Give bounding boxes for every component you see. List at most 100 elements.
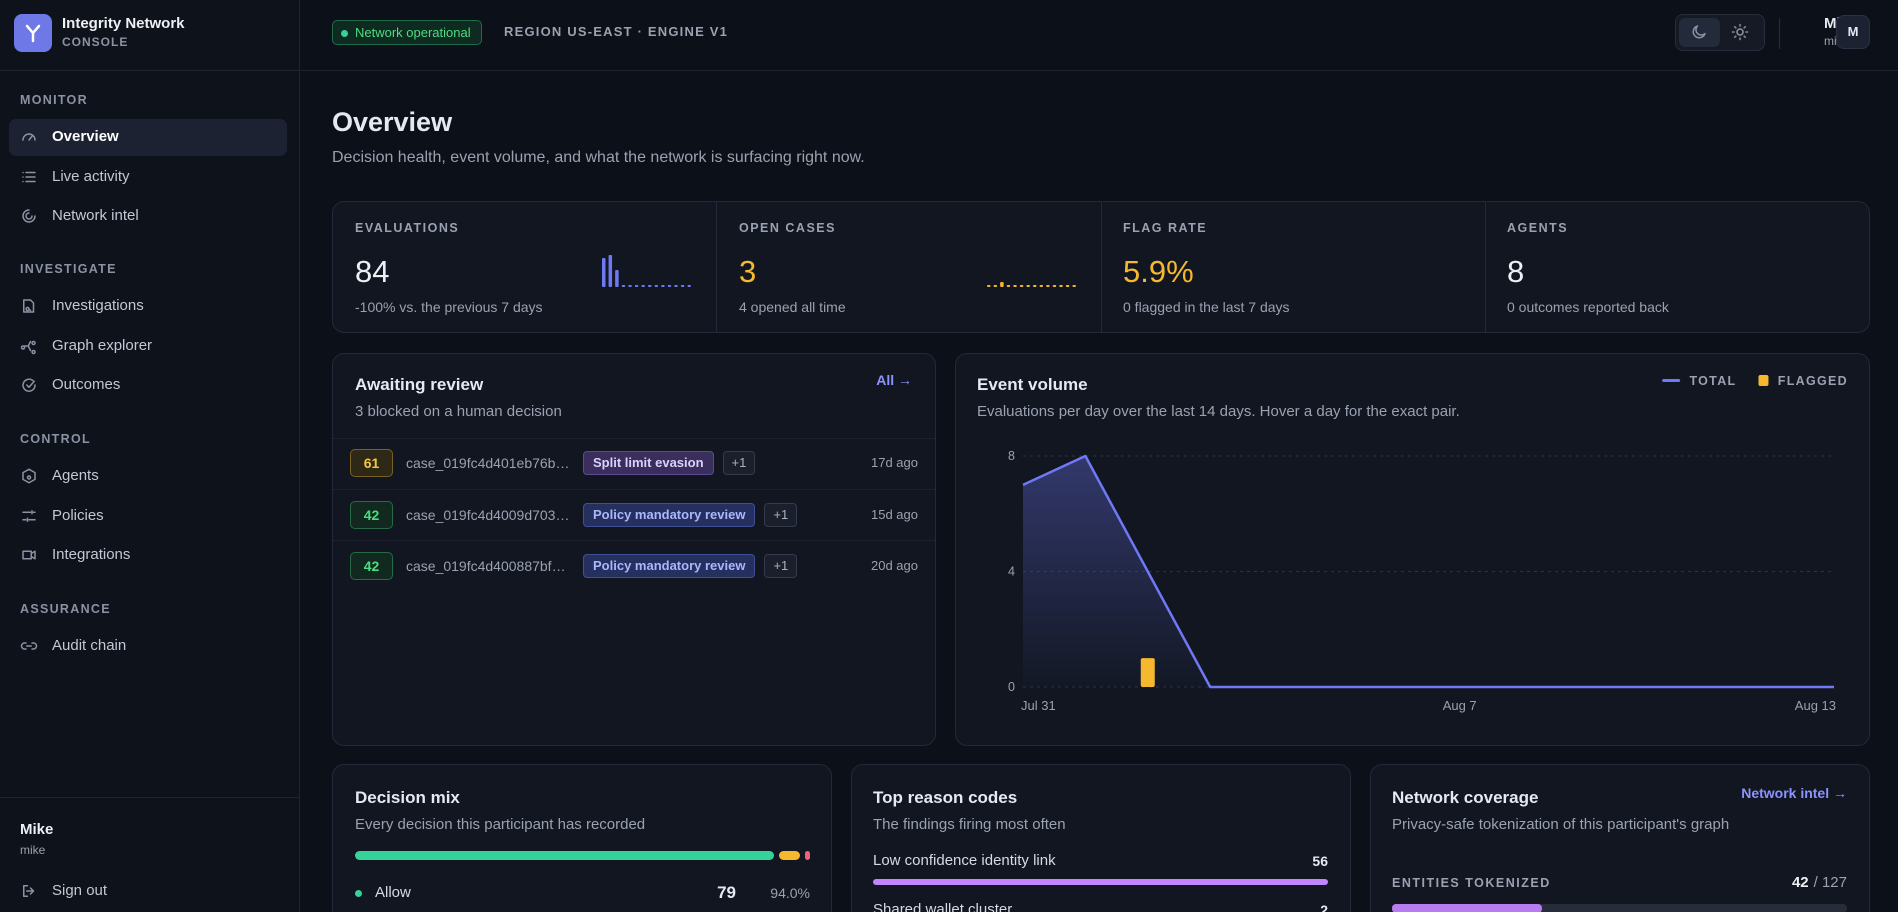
nav-label[interactable]: Investigations — [52, 297, 144, 314]
more-tag: +1 — [722, 451, 756, 475]
mix-count: 79 — [717, 883, 736, 902]
reason-tag: Policy mandatory review — [583, 554, 756, 578]
stat-note: 4 opened all time — [739, 299, 846, 315]
nav-label[interactable]: Overview — [52, 128, 119, 145]
nav-label[interactable]: Integrations — [52, 546, 131, 564]
spark-bar — [661, 285, 665, 287]
spark-bar — [993, 285, 998, 287]
icon-shape — [1692, 25, 1706, 39]
nav-label[interactable]: Audit chain — [52, 637, 127, 654]
spark-bar — [648, 285, 652, 287]
stat-label: EVALUATIONS — [355, 221, 460, 235]
tokenized-count: 42 — [1791, 874, 1809, 891]
header-sep — [1779, 18, 1780, 49]
nav-label[interactable]: Agents — [52, 467, 99, 484]
icon — [22, 209, 36, 223]
icon — [20, 642, 38, 650]
icon-shape — [22, 133, 36, 141]
icon — [1731, 23, 1749, 41]
legend-label: FLAGGED — [1778, 374, 1848, 388]
legend-dot — [355, 889, 362, 897]
bar — [1140, 658, 1155, 687]
nav-item[interactable] — [9, 537, 287, 574]
sidebar-footer-divider — [0, 797, 300, 798]
spark-bar — [1026, 285, 1030, 287]
reason-tag: Policy mandatory review — [583, 502, 756, 527]
icon-shape — [1731, 23, 1749, 41]
score-badge: 42 — [350, 552, 393, 580]
card-title: Top reason codes — [873, 788, 1018, 807]
stat-label: FLAG RATE — [1123, 221, 1208, 235]
mix-segment — [355, 851, 774, 860]
spark-bar — [1039, 285, 1044, 287]
nav-item[interactable] — [9, 118, 287, 156]
spark-bar — [1059, 285, 1063, 287]
nav-label[interactable]: Live activity — [52, 167, 130, 185]
brand-name: Integrity Network — [62, 15, 185, 32]
case-id: case_019fc4d401eb76b… — [406, 455, 570, 471]
avatar[interactable]: M — [1836, 15, 1870, 49]
mix-segment — [804, 851, 810, 860]
y-tick-label: 0 — [1008, 680, 1015, 694]
x-tick-label: Aug 13 — [1795, 698, 1836, 713]
icon — [22, 378, 36, 393]
more-tag: +1 — [764, 502, 798, 527]
spark-bar — [615, 270, 619, 287]
card-subtitle: 3 blocked on a human decision — [355, 403, 562, 420]
user-handle: mike — [20, 843, 46, 857]
nav-item[interactable] — [9, 497, 287, 534]
icon-shape — [22, 209, 36, 223]
nav-item[interactable] — [9, 458, 287, 495]
review-card — [332, 353, 936, 746]
card-link[interactable]: Network intel → — [1741, 785, 1847, 801]
case-id: case_019fc4d400887bf… — [406, 558, 566, 574]
icon-shape — [22, 378, 36, 393]
score-badge: 61 — [350, 449, 393, 477]
nav-item[interactable] — [9, 628, 287, 665]
region-label: REGION US-EAST · ENGINE V1 — [504, 24, 729, 39]
icon — [22, 133, 36, 141]
legend-swatch — [1758, 375, 1769, 386]
metric-value: 42/ 127 — [1792, 871, 1847, 895]
logo — [14, 14, 52, 52]
card-link[interactable]: All → — [876, 372, 912, 388]
nav-section-title: INVESTIGATE — [20, 262, 117, 276]
spark-bar — [1046, 285, 1050, 287]
spark-bar — [1006, 285, 1011, 287]
nav-label[interactable]: Policies — [52, 506, 104, 524]
sparkline — [987, 282, 1076, 287]
theme-dark[interactable] — [1679, 18, 1720, 47]
spark-bar — [1072, 285, 1076, 287]
nav-item[interactable] — [9, 367, 287, 404]
row-divider — [333, 438, 935, 439]
user-name: Mike — [20, 821, 54, 838]
stat-note: 0 flagged in the last 7 days — [1123, 299, 1290, 315]
stats-divider — [1485, 202, 1486, 332]
nav-item[interactable] — [9, 198, 287, 235]
nav-label[interactable]: Network intel — [52, 207, 139, 225]
page-subtitle: Decision health, event volume, and what … — [332, 149, 865, 166]
spark-bar — [634, 285, 639, 287]
stats-divider — [716, 202, 717, 332]
nav-item[interactable] — [9, 288, 287, 325]
nav-item[interactable] — [9, 158, 287, 195]
reason-bar — [873, 879, 1328, 885]
case-age: 15d ago — [871, 506, 918, 522]
case-age: 17d ago — [871, 455, 918, 470]
spark-bar — [1052, 285, 1057, 287]
page-title: Overview — [332, 107, 453, 137]
area — [1023, 456, 1834, 687]
stat-label: AGENTS — [1507, 221, 1569, 235]
sign-out[interactable]: Sign out — [52, 882, 108, 899]
nav-label[interactable]: Graph explorer — [52, 336, 153, 354]
stat-note: 0 outcomes reported back — [1507, 299, 1669, 315]
case-id: case_019fc4d4009d703… — [406, 506, 570, 523]
icon — [22, 468, 36, 484]
chart: 0 4 8 Jul 31 Aug 7 Aug 13 FLAGGED TOTAL — [1008, 374, 1848, 713]
spark-bar — [1065, 285, 1070, 287]
nav-label[interactable]: Outcomes — [52, 376, 121, 394]
metric-label: ENTITIES TOKENIZED — [1392, 876, 1551, 890]
stat-note: -100% vs. the previous 7 days — [355, 299, 543, 315]
logo-shape — [25, 24, 41, 43]
